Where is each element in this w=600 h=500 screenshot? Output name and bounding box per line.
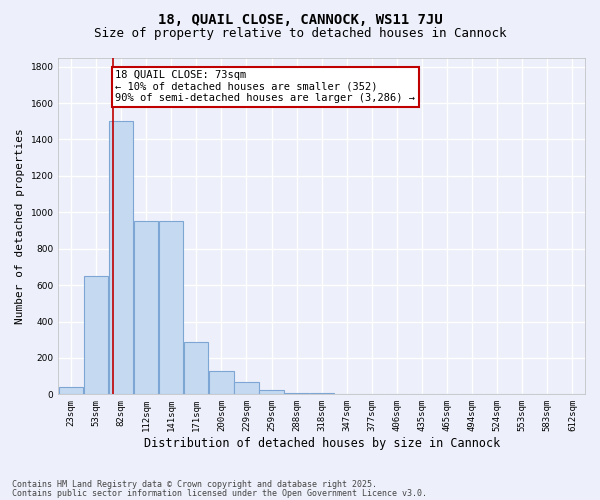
Text: Contains public sector information licensed under the Open Government Licence v3: Contains public sector information licen… xyxy=(12,488,427,498)
Bar xyxy=(209,370,233,394)
Text: Size of property relative to detached houses in Cannock: Size of property relative to detached ho… xyxy=(94,28,506,40)
Bar xyxy=(59,387,83,394)
Y-axis label: Number of detached properties: Number of detached properties xyxy=(15,128,25,324)
Bar xyxy=(184,342,208,394)
Bar xyxy=(159,222,184,394)
Bar xyxy=(235,382,259,394)
Bar xyxy=(259,390,284,394)
Bar xyxy=(84,276,108,394)
Bar xyxy=(134,222,158,394)
Text: 18, QUAIL CLOSE, CANNOCK, WS11 7JU: 18, QUAIL CLOSE, CANNOCK, WS11 7JU xyxy=(158,12,442,26)
X-axis label: Distribution of detached houses by size in Cannock: Distribution of detached houses by size … xyxy=(143,437,500,450)
Text: 18 QUAIL CLOSE: 73sqm
← 10% of detached houses are smaller (352)
90% of semi-det: 18 QUAIL CLOSE: 73sqm ← 10% of detached … xyxy=(115,70,415,103)
Bar xyxy=(284,392,309,394)
Bar xyxy=(109,121,133,394)
Text: Contains HM Land Registry data © Crown copyright and database right 2025.: Contains HM Land Registry data © Crown c… xyxy=(12,480,377,489)
